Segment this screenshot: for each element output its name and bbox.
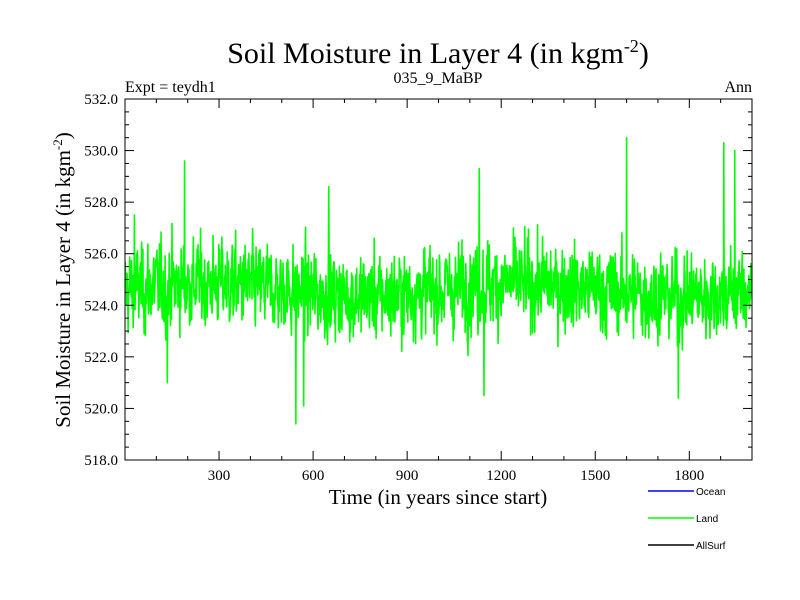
subtitle-left: Expt = teydh1 <box>125 79 216 96</box>
y-axis-label: Soil Moisture in Layer 4 (in kgm-2) <box>50 132 75 427</box>
subtitle-center: 035_9_MaBP <box>394 70 483 87</box>
y-tick-label: 526.0 <box>84 247 118 263</box>
y-tick-label: 530.0 <box>84 144 118 160</box>
x-axis-label: Time (in years since start) <box>329 485 548 509</box>
x-tick-label: 1800 <box>674 468 704 484</box>
y-tick-label: 532.0 <box>84 92 118 108</box>
legend: Ocean Land AllSurf <box>648 487 726 552</box>
legend-label-allsurf: AllSurf <box>696 541 726 552</box>
y-tick-label: 522.0 <box>84 350 118 366</box>
x-tick-label: 600 <box>302 468 325 484</box>
x-tick-label: 1500 <box>580 468 610 484</box>
subtitle-right: Ann <box>724 79 752 96</box>
axis-ticks: 300 600 900 1200 1500 1800 518.0 520.0 522.0 524.… <box>84 92 752 484</box>
legend-label-ocean: Ocean <box>696 487 725 498</box>
x-tick-label: 1200 <box>486 468 516 484</box>
y-tick-label: 524.0 <box>84 298 118 314</box>
y-tick-label: 528.0 <box>84 195 118 211</box>
x-tick-label: 300 <box>208 468 231 484</box>
x-tick-label: 900 <box>396 468 419 484</box>
chart-title: Soil Moisture in Layer 4 (in kgm-2) <box>227 36 649 70</box>
y-tick-label: 520.0 <box>84 401 118 417</box>
land-series-line <box>124 136 753 425</box>
legend-label-land: Land <box>696 514 718 525</box>
y-tick-label: 518.0 <box>84 453 118 469</box>
